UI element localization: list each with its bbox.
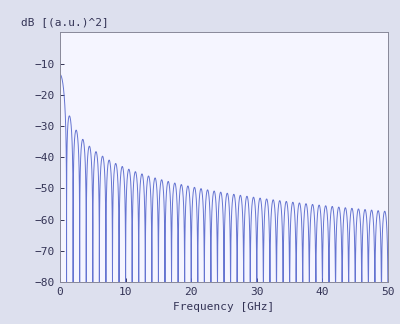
X-axis label: Frequency [GHz]: Frequency [GHz] [173,302,275,312]
Text: dB [(a.u.)^2]: dB [(a.u.)^2] [21,17,108,28]
